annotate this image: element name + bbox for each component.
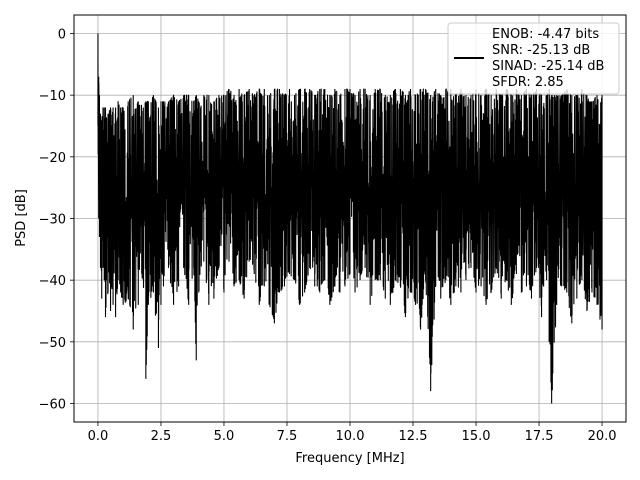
legend: ENOB: -4.47 bits SNR: -25.13 dB SINAD: -… xyxy=(447,22,620,95)
y-axis-ticks: 0 −10 −20 −30 −40 −50 −60 xyxy=(39,28,74,413)
x-tick-label: 10.0 xyxy=(336,429,365,444)
y-tick-label: −10 xyxy=(39,89,66,104)
x-tick-label: 17.5 xyxy=(525,429,554,444)
x-tick-label: 15.0 xyxy=(462,429,491,444)
x-axis-label: Frequency [MHz] xyxy=(295,451,404,466)
x-tick-label: 2.5 xyxy=(151,429,172,444)
legend-entry-enob: ENOB: -4.47 bits xyxy=(492,27,599,42)
legend-entry-snr: SNR: -25.13 dB xyxy=(492,43,590,58)
x-tick-label: 5.0 xyxy=(214,429,235,444)
psd-series xyxy=(97,33,603,404)
y-axis-label: PSD [dB] xyxy=(14,189,29,247)
x-tick-label: 7.5 xyxy=(277,429,298,444)
x-tick-label: 20.0 xyxy=(588,429,617,444)
x-tick-label: 0.0 xyxy=(88,429,109,444)
y-tick-label: −40 xyxy=(39,274,66,289)
legend-box xyxy=(447,22,620,95)
y-tick-label: −60 xyxy=(39,398,66,413)
y-tick-label: 0 xyxy=(58,28,66,43)
x-axis-ticks: 0.0 2.5 5.0 7.5 10.0 12.5 15.0 17.5 20.0 xyxy=(88,422,617,444)
x-tick-label: 12.5 xyxy=(399,429,428,444)
legend-entry-sinad: SINAD: -25.14 dB xyxy=(492,59,604,74)
y-tick-label: −20 xyxy=(39,151,66,166)
y-tick-label: −30 xyxy=(39,213,66,228)
legend-entry-sfdr: SFDR: 2.85 xyxy=(492,75,564,90)
y-tick-label: −50 xyxy=(39,336,66,351)
psd-series-line xyxy=(97,33,603,404)
